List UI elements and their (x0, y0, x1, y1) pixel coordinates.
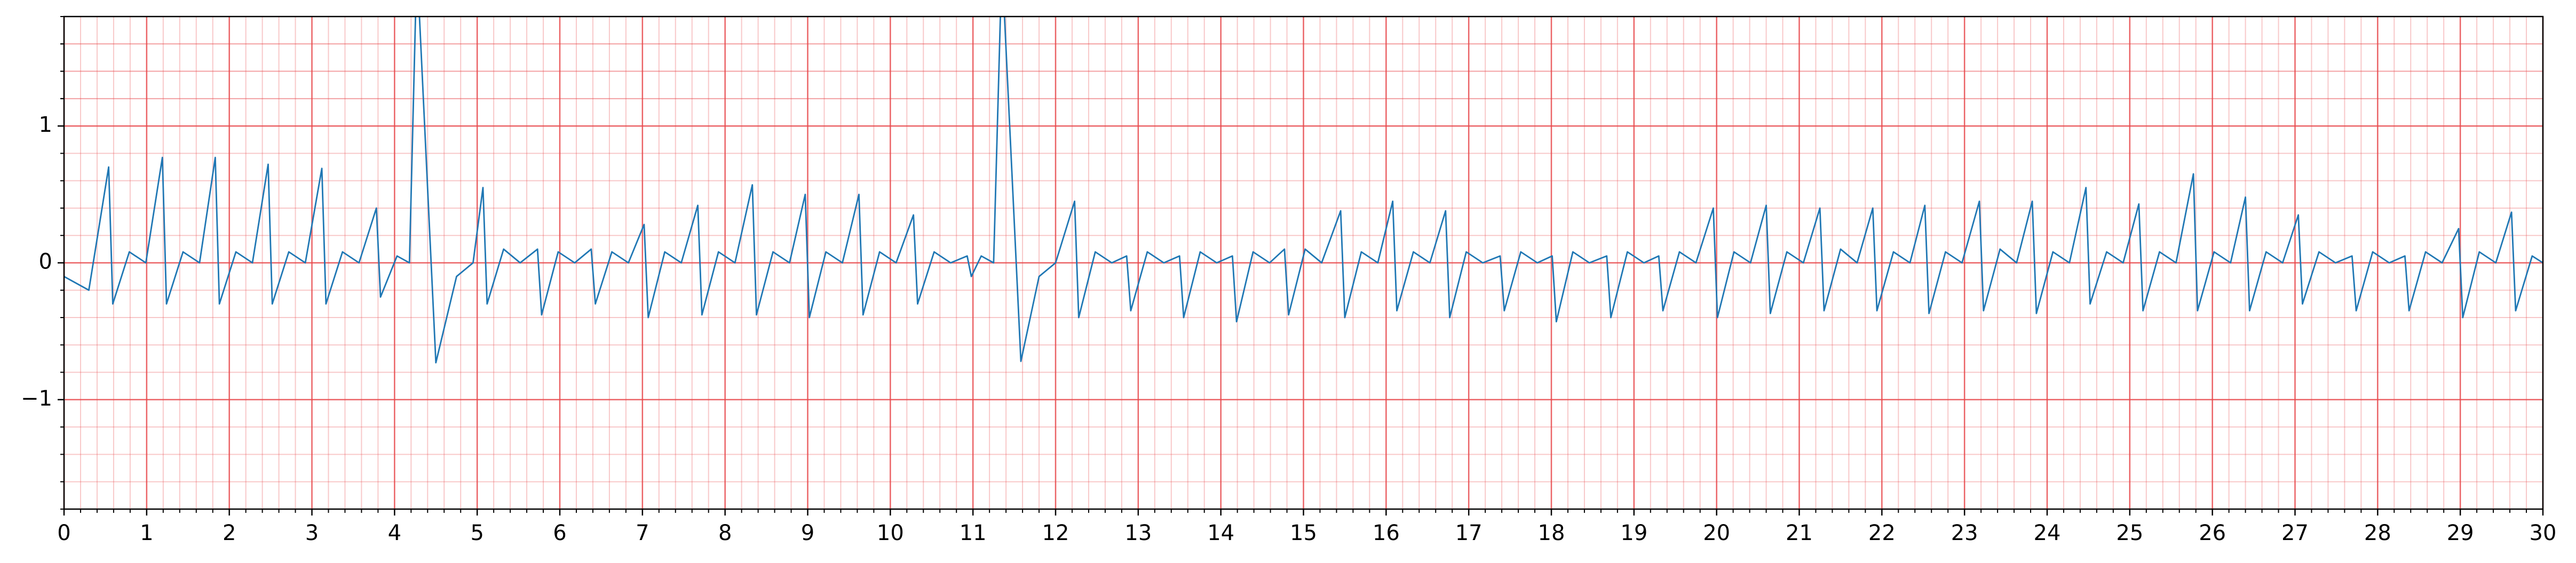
x-tick-label: 14 (1207, 521, 1234, 545)
x-tick-label: 23 (1951, 521, 1978, 545)
x-tick-label: 17 (1455, 521, 1483, 545)
y-tick-label: −1 (21, 386, 52, 411)
plot-area (64, 17, 2543, 364)
x-tick-label: 21 (1786, 521, 1813, 545)
x-tick-label: 29 (2447, 521, 2474, 545)
x-tick-label: 24 (2034, 521, 2061, 545)
x-tick-label: 15 (1290, 521, 1317, 545)
y-tick-label: 0 (39, 250, 52, 274)
x-tick-label: 7 (636, 521, 649, 545)
x-tick-label: 19 (1620, 521, 1647, 545)
x-tick-label: 16 (1373, 521, 1400, 545)
x-tick-label: 22 (1868, 521, 1896, 545)
x-tick-label: 13 (1124, 521, 1152, 545)
x-tick-label: 11 (960, 521, 987, 545)
x-tick-label: 18 (1538, 521, 1565, 545)
x-tick-label: 12 (1042, 521, 1069, 545)
x-tick-label: 30 (2530, 521, 2557, 545)
x-tick-label: 5 (470, 521, 484, 545)
x-tick-label: 25 (2116, 521, 2143, 545)
axes: 0 1 2 3 4 5 6 7 8 9 10 11 12 13 14 15 16 17 18 19 20 21 22 23 24… (21, 16, 2557, 545)
ecg-line (64, 17, 2543, 364)
x-tick-label: 28 (2364, 521, 2391, 545)
x-tick-label: 27 (2281, 521, 2309, 545)
x-tick-label: 1 (140, 521, 153, 545)
x-tick-label: 4 (388, 521, 401, 545)
x-tick-label: 26 (2199, 521, 2226, 545)
x-tick-label: 3 (305, 521, 319, 545)
x-tick-label: 6 (553, 521, 566, 545)
y-tick-label: 1 (39, 113, 52, 137)
x-tick-label: 2 (223, 521, 236, 545)
grid (63, 16, 2544, 510)
x-tick-label: 20 (1703, 521, 1730, 545)
x-tick-label: 0 (57, 521, 70, 545)
x-tick-label: 8 (718, 521, 732, 545)
x-tick-label: 10 (877, 521, 904, 545)
x-tick-label: 9 (801, 521, 814, 545)
